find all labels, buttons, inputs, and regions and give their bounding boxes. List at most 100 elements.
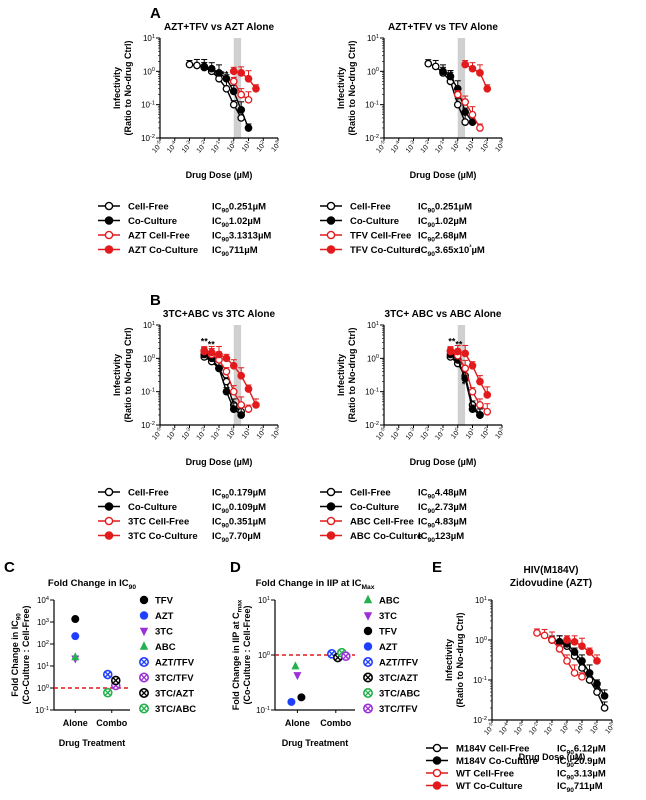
panel-c-marker-3tc-abc-cross [104,689,112,697]
e-y-label-line2: (Ratio to No-drug Ctrl) [455,613,465,708]
a-left-title: AZT+TFV vs AZT Alone [164,22,275,33]
b-left-y-tick-label: 100 [143,354,155,363]
a-left-legend-swatch-marker [104,230,114,240]
panel-c-x-label: Drug Treatment [59,738,126,748]
a-right-data-point [461,98,470,106]
a-left-x-label: Drug Dose (µM) [186,170,253,180]
b-right-legend-swatch-marker [326,487,336,497]
b-right-significance-label: ** [448,336,456,346]
e-x-tick-label: 100 [558,721,572,735]
a-right-data-point [461,118,470,126]
panel-d-y-tick-label: 100 [258,651,270,660]
a-left-data-point [237,105,246,114]
panel-d-marker-3tc-abc-cross [338,649,346,657]
panel-c-y-tick-label: 100 [37,684,49,693]
panel-c-legend-marker-tfv [139,595,149,605]
panel-d-legend-label: AZT [379,642,398,653]
a-left-y-label-line1: Infectivity [112,67,122,109]
b-left-legend-ic90: IC900.179µM [212,488,266,501]
panel-c-y-label-line1: Fold Change in IC90 [10,613,23,697]
b-left-data-point [215,350,223,359]
a-left-legend-ic90: IC901.02µM [212,216,261,229]
panel-c-y-tick-label: 10-1 [35,706,49,715]
e-x-tick-label: 10-5 [482,721,497,736]
panel-d-marker-3tc [293,672,302,681]
b-left-legend-label: 3TC Co-Culture [128,531,198,542]
a-right-legend-swatch-marker [326,201,336,211]
a-right-legend-ic90: IC903.65x10³µM [418,244,485,258]
a-right-y-tick-label: 10-2 [365,134,379,143]
e-data-point [593,657,601,665]
a-left-legend-swatch-marker [104,201,114,211]
a-left-data-point [207,64,216,73]
panel-c-y-tick-label: 104 [37,596,49,605]
a-left-y-label-line2: (Ratio to No-drug Ctrl) [123,41,133,136]
a-left-data-point [229,77,238,86]
b-right-legend-label: Co-Culture [350,502,399,513]
panel-d-legend-marker-tfv [363,626,373,636]
b-left-data-point [200,346,209,355]
a-right-legend-swatch-marker [326,245,336,254]
b-left-x-tick-label: 103 [269,426,283,440]
a-right-x-tick-label: 10-4 [389,139,404,154]
b-right-data-point [461,364,470,373]
b-left-legend-ic90: IC907.70µM [212,531,261,544]
a-right-legend-swatch-marker [326,216,336,225]
a-left-legend-label: AZT Cell-Free [128,231,190,242]
a-right-x-tick-label: 10-1 [433,139,448,154]
a-right-data-point [424,59,433,68]
panel-c-legend-marker-abc [139,641,149,650]
panel-c-legend-marker-3tc-abc-cross [140,705,148,712]
a-left-data-point [215,69,223,77]
panel-c-legend-marker-3tc-tfv-cross [140,674,148,681]
b-left-data-point [237,371,246,380]
a-left-x-tick-label: 10-2 [194,139,209,154]
b-left-significance-label: ** [208,340,216,350]
b-right-title: 3TC+ ABC vs ABC Alone [385,309,502,320]
b-left-data-point [207,348,216,357]
b-left-y-tick-label: 101 [143,321,155,330]
a-right-data-point [461,108,470,116]
e-data-point [563,636,571,644]
a-left-data-point [252,84,260,93]
b-right-legend-ic90: IC904.48µM [418,488,467,501]
b-left-x-tick-label: 102 [254,426,268,440]
b-left-y-tick-label: 10-1 [141,387,155,396]
panel-d-x-label: Drug Treatment [282,738,349,748]
panel-d-marker-abc [291,661,300,670]
e-data-point [585,669,594,677]
panel-d-x-tick-label: Alone [285,718,310,728]
panel-d-legend-label: AZT/TFV [379,658,419,669]
a-left-y-tick-label: 100 [143,67,155,76]
panel-letter-C: C [4,559,15,576]
a-right-data-point [453,100,462,109]
a-right-legend-label: TFV Co-Culture [350,245,420,256]
a-right-y-label-line2: (Ratio to No-drug Ctrl) [347,41,357,136]
panel-c-legend-marker-3tc [139,627,149,637]
e-x-tick-label: 10-4 [497,721,512,736]
panel-d-legend-marker-3tc [363,612,373,621]
panel-d-marker-tfv [297,693,306,702]
panel-letter-E: E [432,559,442,576]
b-right-legend-ic90: IC902.73µM [418,502,467,515]
a-left-legend-ic90: IC900.251µM [212,202,266,215]
b-right-data-point [476,377,484,386]
b-left-x-tick-label: 100 [225,426,239,440]
b-left-data-point [222,354,231,363]
e-x-tick-label: 10-3 [512,721,527,736]
b-right-x-tick-label: 100 [449,426,463,440]
panel-letter-B: B [150,292,161,309]
e-legend-swatch-marker [432,756,442,765]
a-left-data-point [244,124,253,132]
panel-c-legend-label: 3TC/TFV [155,673,194,684]
b-left-title: 3TC+ABC vs 3TC Alone [163,309,276,320]
b-left-legend-swatch-marker [104,487,114,497]
b-right-data-point [453,347,462,356]
a-left-legend-swatch-marker [104,216,114,225]
a-right-y-tick-label: 101 [367,34,379,43]
b-left-legend-label: Co-Culture [128,502,177,513]
b-left-data-point [229,387,238,396]
panel-c-legend-marker-3tc-azt-cross [140,689,148,697]
b-left-legend-ic90: IC900.109µM [212,502,266,515]
a-left-legend-label: AZT Co-Culture [128,245,198,256]
